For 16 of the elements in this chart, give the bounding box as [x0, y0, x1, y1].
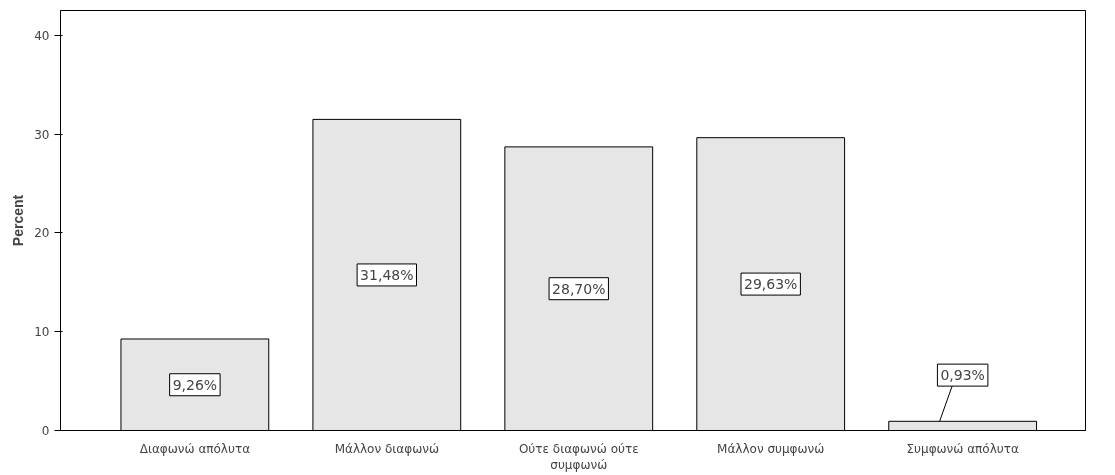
- x-tick-label: Μάλλον συμφωνώ: [717, 441, 825, 456]
- x-tick-label: Μάλλον διαφωνώ: [334, 441, 439, 456]
- y-tick-label: 0: [41, 424, 50, 438]
- y-tick-label: 40: [34, 28, 50, 43]
- data-label: 28,70%: [552, 280, 606, 297]
- data-label: 29,63%: [744, 276, 798, 293]
- y-tick-label: 20: [34, 226, 50, 241]
- y-axis-title: Percent: [10, 194, 27, 247]
- data-label: 0,93%: [940, 367, 985, 384]
- data-label: 9,26%: [172, 376, 218, 393]
- y-tick-label: 10: [34, 325, 50, 340]
- y-tick-label: 30: [34, 127, 50, 142]
- x-tick-label: Συμφωνώ απόλυτα: [906, 441, 1019, 456]
- data-label: 31,48%: [360, 266, 414, 283]
- x-tick-label: Διαφωνώ απόλυτα: [139, 441, 251, 456]
- x-tick-label: Ούτε διαφωνώ ούτε συμφωνώ: [518, 441, 639, 473]
